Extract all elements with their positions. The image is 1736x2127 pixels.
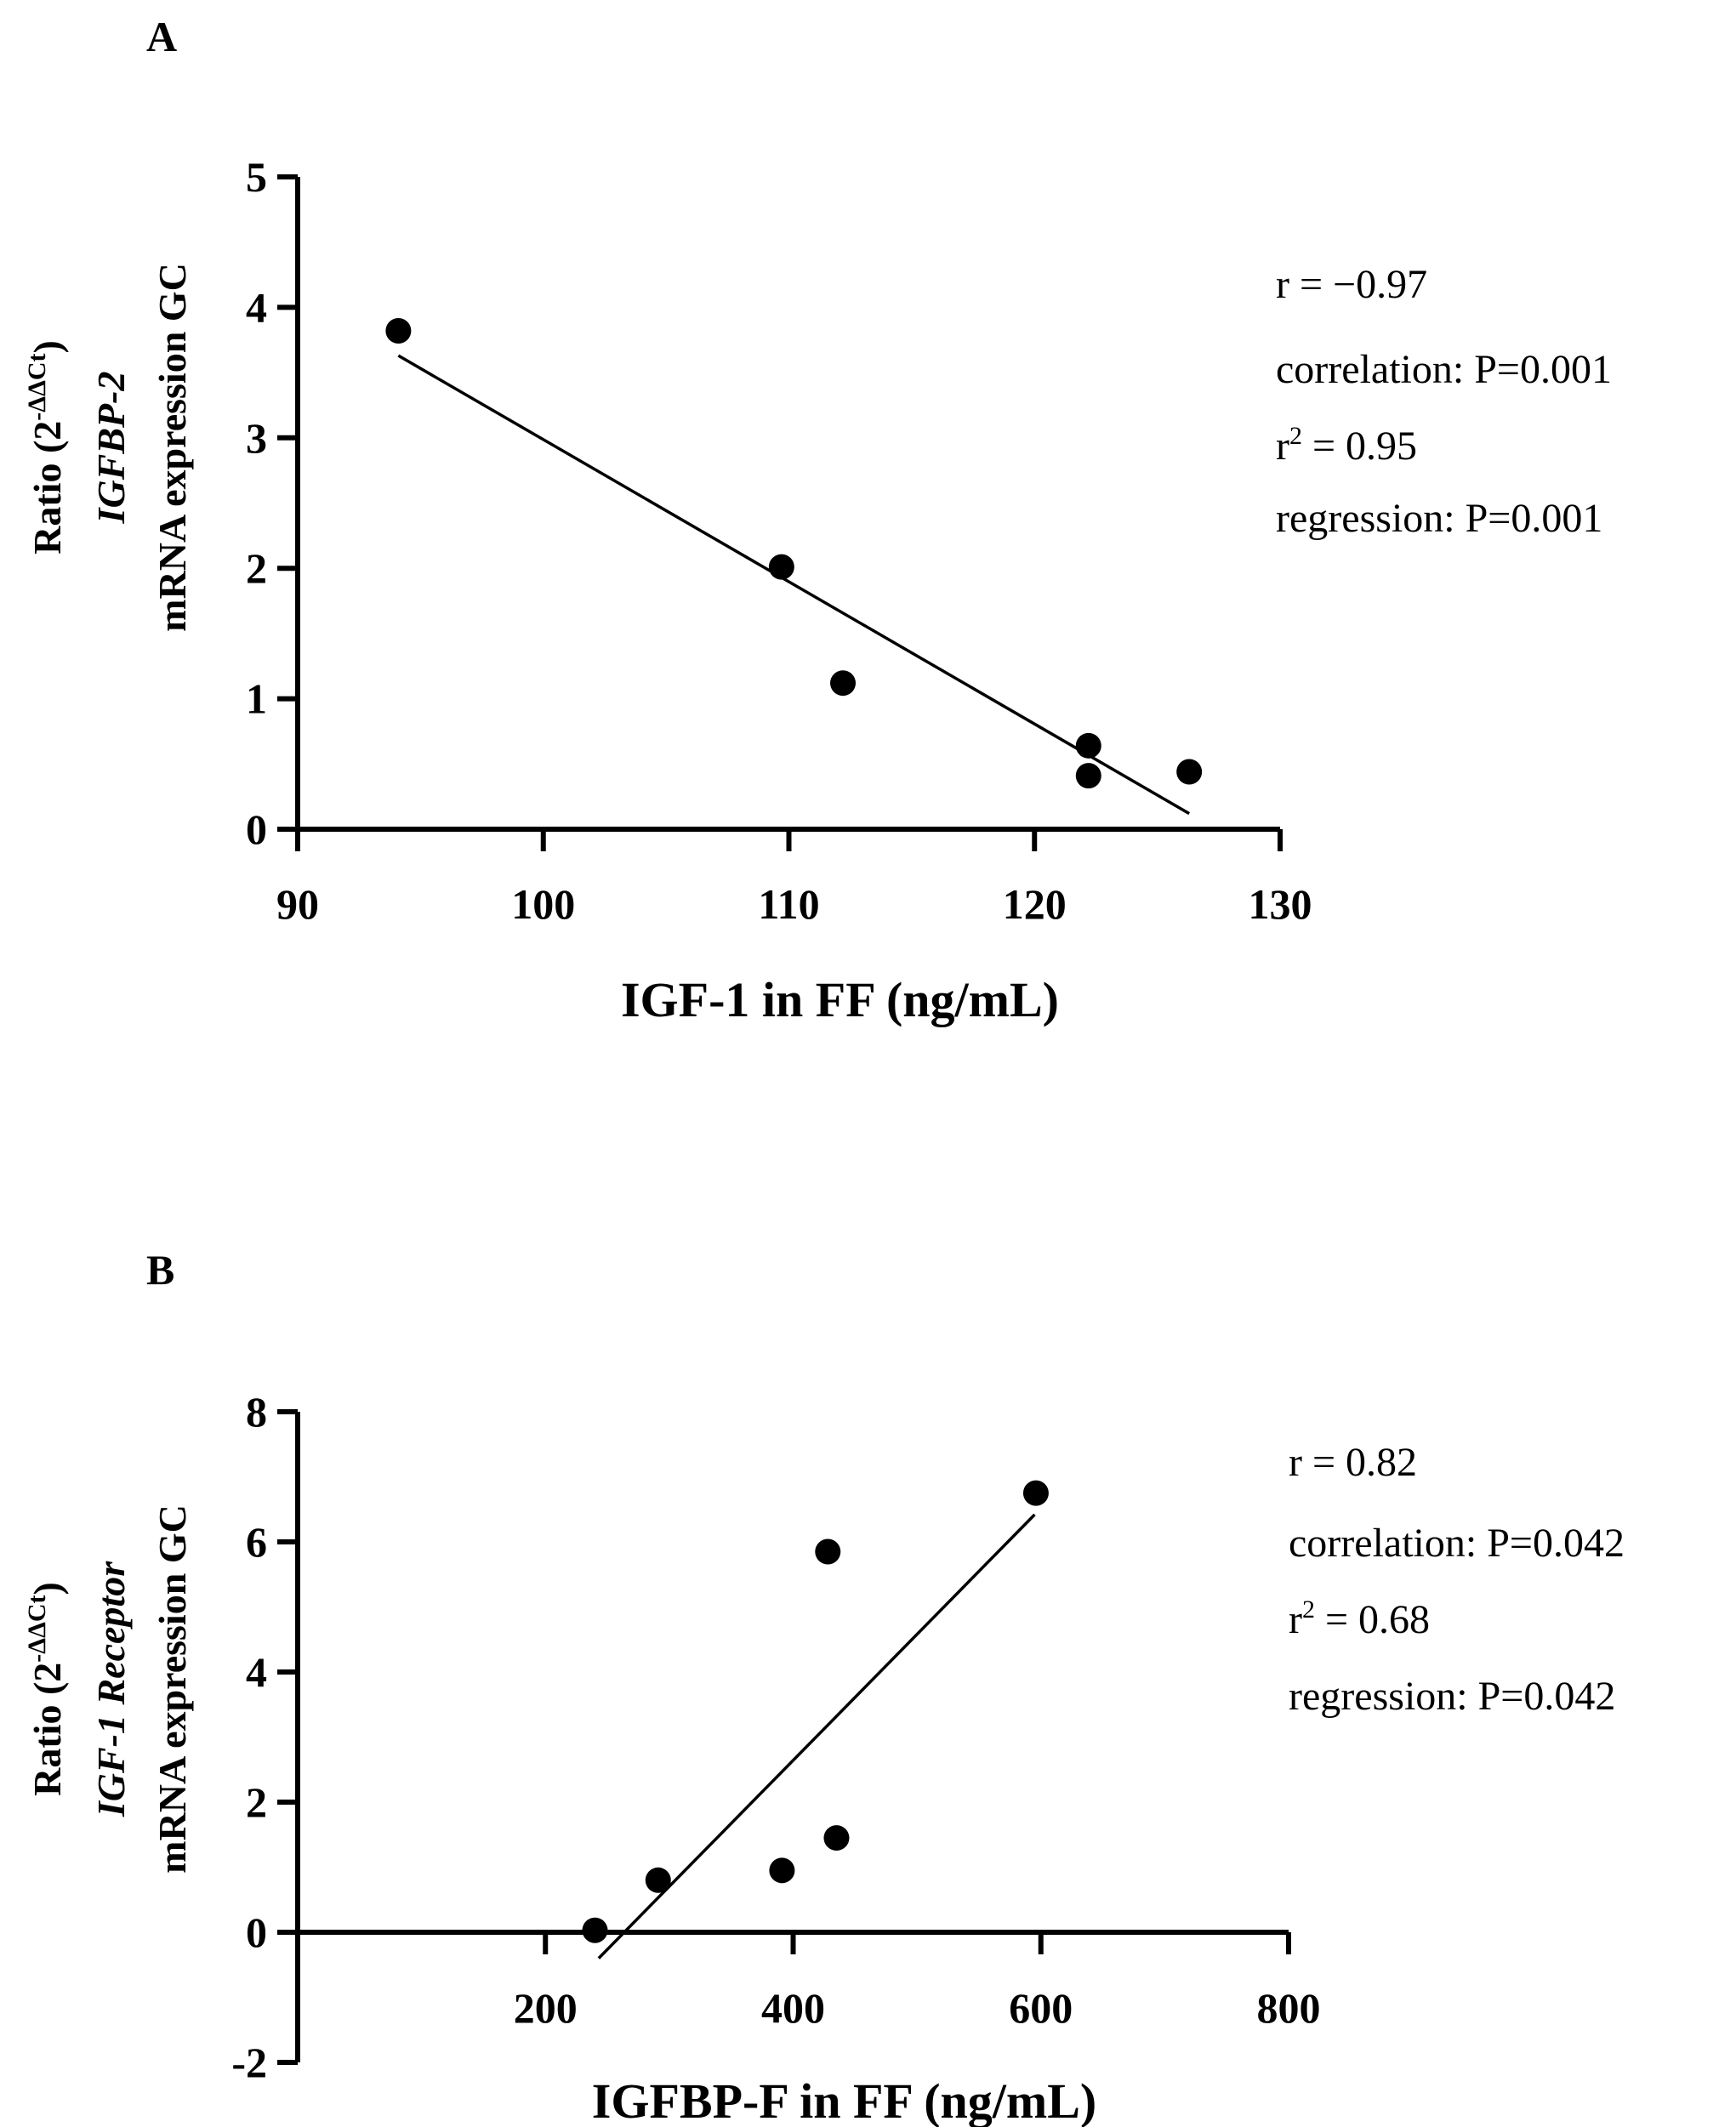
panel-a-label: A: [146, 13, 177, 60]
panel-b-y-tick-label: 4: [246, 1648, 267, 1696]
panel-a-x-tick-label: 130: [1249, 880, 1312, 928]
panel-a-stat-text: r = −0.97: [1276, 262, 1427, 307]
panel-b-x-tick-label: 400: [761, 1984, 825, 2032]
panel-a-data-point: [768, 554, 794, 580]
panel-b-stat-text: correlation: P=0.042: [1289, 1521, 1625, 1566]
panel-a-y-label-line: IGFBP-2: [89, 372, 133, 525]
panel-b-data-point: [823, 1825, 850, 1851]
panel-b-y-tick-label: 0: [246, 1908, 267, 1956]
panel-a-y-label-line: mRNA expression GC: [151, 263, 194, 632]
panel-a-y-label-suffix: ): [26, 340, 69, 353]
panel-b-stat-text: r = 0.82: [1289, 1440, 1417, 1485]
panel-a-stat-suffix: = 0.95: [1302, 424, 1417, 469]
panel-b-label: B: [146, 1246, 174, 1294]
panel-a-y-label-text: IGFBP-2: [89, 372, 133, 525]
panel-b-data-point: [769, 1857, 795, 1884]
panel-a-y-tick-label: 0: [246, 805, 267, 853]
panel-a: 0 1 2 3 4 5 90 100 110 120 130 IGF-1 in FF (ng/mL) R…: [23, 153, 1612, 1027]
panel-b: -2 0 2 4 6 8 200 400 600 800 IGFBP-F in FF (ng/mL)…: [23, 1388, 1625, 2127]
panel-b-x-tick-label: 800: [1257, 1984, 1321, 2032]
panel-b-y-label-line: Ratio (2-ΔΔCt): [23, 1582, 69, 1796]
panel-a-data-point: [1176, 759, 1203, 785]
panel-b-y-tick-label: 8: [246, 1388, 267, 1436]
panel-a-data-point: [1075, 732, 1101, 759]
panel-b-stat-text: r: [1289, 1597, 1302, 1642]
panel-a-stat-line: regression: P=0.001: [1276, 496, 1602, 541]
panel-b-data-point: [1022, 1480, 1049, 1506]
panel-a-x-tick-label: 120: [1003, 880, 1067, 928]
panel-a-y-label-sup: -ΔΔCt: [23, 353, 51, 420]
panel-b-fit-line: [597, 1513, 1036, 1959]
panel-a-stat-text: regression: P=0.001: [1276, 496, 1602, 541]
panel-a-data-point: [1075, 763, 1101, 789]
panel-b-data-point: [645, 1867, 671, 1893]
panel-b-x-label: IGFBP-F in FF (ng/mL): [592, 2073, 1096, 2127]
panel-a-y-tick-label: 3: [246, 414, 267, 462]
panel-a-y-label-text: mRNA expression GC: [151, 263, 194, 632]
panel-a-x-label: IGF-1 in FF (ng/mL): [621, 972, 1059, 1027]
panel-b-stat-sup: 2: [1302, 1595, 1315, 1624]
panel-b-y-label-suffix: ): [26, 1582, 69, 1595]
panel-a-y-label-line: Ratio (2-ΔΔCt): [23, 340, 69, 554]
panel-b-y-tick-label: -2: [231, 2039, 267, 2086]
panel-a-y-tick-label: 1: [246, 675, 267, 723]
panel-a-x-tick-label: 100: [511, 880, 575, 928]
panel-a-x-tick-label: 90: [276, 880, 319, 928]
panel-a-stat-text: correlation: P=0.001: [1276, 347, 1612, 392]
panel-b-y-label-text: Ratio (2: [26, 1663, 69, 1796]
panel-b-stat-line: r = 0.82: [1289, 1440, 1417, 1485]
panel-a-stat-line: r = −0.97: [1276, 262, 1427, 307]
panel-b-stat-line: r2 = 0.68: [1289, 1595, 1430, 1642]
panel-a-x-tick-label: 110: [758, 880, 819, 928]
panel-a-y-label-text: Ratio (2: [26, 421, 69, 554]
panel-b-y-label-text: IGF-1 Receptor: [89, 1561, 133, 1817]
panel-b-y-label-line: mRNA expression GC: [151, 1504, 194, 1874]
panel-a-data-point: [385, 318, 412, 344]
panel-b-data-point: [582, 1917, 608, 1943]
panel-b-y-label-line: IGF-1 Receptor: [89, 1561, 133, 1817]
panel-b-y-label-sup: -ΔΔCt: [23, 1595, 51, 1662]
panel-b-stat-text: regression: P=0.042: [1289, 1674, 1615, 1719]
panel-a-y-tick-label: 4: [246, 283, 267, 331]
panel-a-stat-sup: 2: [1289, 422, 1302, 450]
panel-a-y-tick-label: 2: [246, 544, 267, 592]
panel-b-x-tick-label: 200: [514, 1984, 578, 2032]
panel-a-data-point: [830, 670, 857, 697]
panel-a-stat-text: r: [1276, 424, 1289, 469]
panel-b-stat-line: correlation: P=0.042: [1289, 1521, 1625, 1566]
panel-b-y-label-text: mRNA expression GC: [151, 1504, 194, 1874]
panel-a-stat-line: r2 = 0.95: [1276, 422, 1417, 469]
panel-a-y-tick-label: 5: [246, 153, 267, 201]
panel-b-stat-suffix: = 0.68: [1315, 1597, 1430, 1642]
panel-b-stat-line: regression: P=0.042: [1289, 1674, 1615, 1719]
panel-b-data-point: [815, 1538, 841, 1565]
panel-a-fit-line: [397, 354, 1191, 816]
panel-b-y-tick-label: 6: [246, 1518, 267, 1566]
panel-b-x-tick-label: 600: [1009, 1984, 1073, 2032]
panel-b-y-tick-label: 2: [246, 1778, 267, 1826]
panel-a-stat-line: correlation: P=0.001: [1276, 347, 1612, 392]
